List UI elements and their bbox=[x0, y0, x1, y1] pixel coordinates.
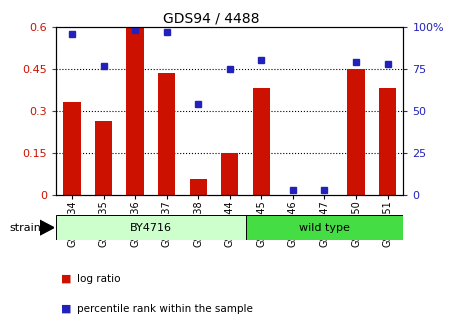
Bar bbox=[348, 69, 365, 195]
Bar bbox=[246, 215, 403, 240]
Bar bbox=[379, 88, 396, 195]
Text: percentile rank within the sample: percentile rank within the sample bbox=[77, 304, 253, 314]
Bar bbox=[189, 179, 207, 195]
Bar bbox=[56, 215, 246, 240]
Text: ■: ■ bbox=[61, 304, 71, 314]
Bar bbox=[158, 73, 175, 195]
Bar bbox=[127, 28, 144, 195]
Text: strain: strain bbox=[9, 223, 41, 233]
Bar bbox=[95, 121, 112, 195]
Text: BY4716: BY4716 bbox=[130, 223, 172, 233]
Text: ■: ■ bbox=[61, 274, 71, 284]
Polygon shape bbox=[40, 220, 54, 235]
Bar bbox=[63, 102, 81, 195]
Bar bbox=[221, 154, 238, 195]
Text: wild type: wild type bbox=[299, 223, 350, 233]
Text: GDS94 / 4488: GDS94 / 4488 bbox=[163, 12, 259, 26]
Bar bbox=[253, 88, 270, 195]
Text: log ratio: log ratio bbox=[77, 274, 121, 284]
